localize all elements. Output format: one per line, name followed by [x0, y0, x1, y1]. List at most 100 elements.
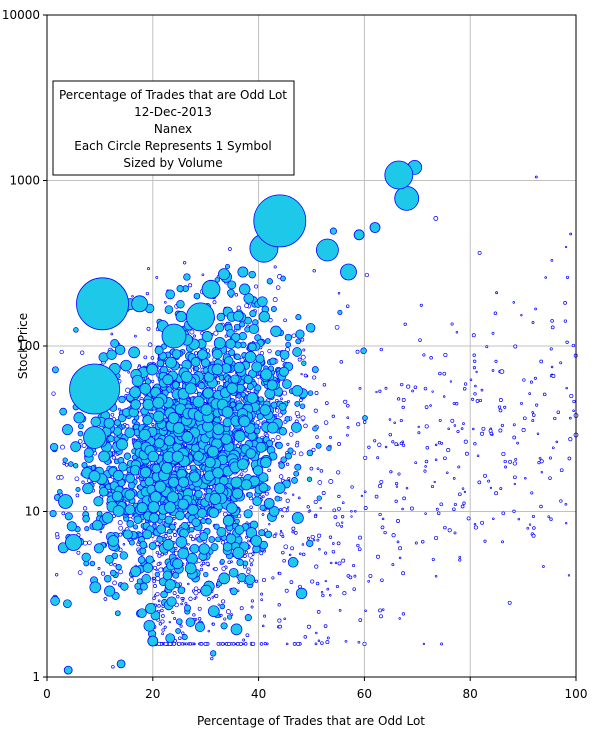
data-point — [513, 344, 518, 349]
data-point — [76, 277, 129, 331]
data-point — [539, 459, 544, 464]
data-point — [485, 345, 489, 349]
data-point — [434, 575, 438, 578]
title-line-2: 12-Dec-2013 — [134, 105, 212, 119]
data-point — [155, 550, 159, 555]
data-point — [250, 605, 254, 609]
data-point — [443, 525, 447, 530]
data-point — [73, 412, 85, 424]
data-point — [471, 333, 476, 338]
data-point — [272, 297, 278, 303]
data-point — [540, 471, 543, 474]
data-point — [317, 480, 323, 485]
data-point — [111, 664, 115, 669]
data-point — [282, 379, 292, 389]
data-point — [266, 278, 273, 285]
data-point — [247, 342, 257, 352]
data-point — [75, 493, 80, 498]
data-point — [147, 450, 160, 463]
data-point — [118, 395, 126, 404]
data-point — [231, 488, 244, 500]
data-point — [291, 385, 303, 397]
data-point — [185, 642, 189, 646]
data-point — [398, 546, 403, 551]
data-point — [177, 547, 190, 560]
data-point — [380, 525, 385, 530]
data-point — [160, 462, 173, 475]
data-point — [423, 469, 427, 473]
data-point — [152, 396, 165, 409]
data-point — [452, 507, 456, 511]
data-point — [228, 349, 236, 357]
data-point — [364, 272, 370, 278]
y-tick-label: 100 — [17, 339, 40, 353]
data-point — [124, 427, 135, 438]
data-point — [443, 352, 448, 358]
data-point — [285, 498, 290, 503]
data-point — [270, 325, 282, 337]
data-point — [239, 357, 245, 363]
data-point — [305, 322, 316, 333]
data-point — [405, 486, 409, 490]
data-point — [78, 423, 84, 430]
data-point — [191, 537, 195, 542]
data-point — [424, 459, 429, 464]
data-point — [139, 383, 152, 395]
data-point — [167, 528, 173, 535]
data-point — [271, 576, 275, 580]
title-line-3: Nanex — [154, 122, 192, 136]
data-point — [278, 571, 282, 576]
data-point — [314, 642, 318, 646]
data-point — [379, 347, 383, 352]
data-point — [433, 215, 439, 221]
data-point — [59, 349, 64, 355]
data-point — [500, 423, 504, 427]
data-point — [172, 558, 183, 570]
data-point — [317, 639, 321, 643]
data-point — [133, 515, 143, 525]
data-point — [197, 349, 208, 360]
data-point — [172, 529, 177, 534]
data-point — [189, 471, 201, 483]
data-point — [221, 406, 234, 418]
data-point — [64, 462, 69, 467]
data-point — [526, 526, 530, 530]
data-point — [297, 357, 302, 362]
data-point — [89, 560, 96, 567]
data-point — [232, 547, 245, 559]
data-point — [458, 555, 462, 559]
data-point — [424, 424, 429, 429]
data-point — [230, 374, 240, 384]
data-point — [213, 330, 219, 336]
data-point — [201, 561, 206, 565]
data-point — [142, 415, 153, 426]
data-point — [238, 415, 251, 428]
data-point — [208, 536, 216, 543]
data-point — [512, 423, 516, 427]
data-point — [193, 597, 197, 600]
data-point — [522, 378, 526, 382]
data-point — [250, 599, 254, 603]
data-point — [494, 359, 498, 363]
data-point — [163, 625, 167, 629]
data-point — [75, 486, 81, 493]
data-point — [568, 437, 573, 442]
data-point — [237, 266, 249, 278]
data-point — [399, 418, 403, 423]
data-point — [65, 534, 82, 551]
data-point — [402, 496, 406, 501]
data-point — [315, 442, 322, 449]
data-point — [185, 302, 215, 332]
data-point — [332, 508, 337, 513]
data-point — [264, 491, 269, 496]
data-point — [460, 504, 465, 509]
data-point — [125, 473, 135, 484]
data-point — [145, 555, 154, 564]
data-point — [205, 561, 210, 566]
data-point — [180, 596, 184, 600]
data-point — [200, 358, 211, 368]
data-point — [207, 445, 219, 458]
data-point — [328, 594, 332, 597]
data-point — [228, 247, 232, 251]
data-point — [564, 245, 568, 249]
